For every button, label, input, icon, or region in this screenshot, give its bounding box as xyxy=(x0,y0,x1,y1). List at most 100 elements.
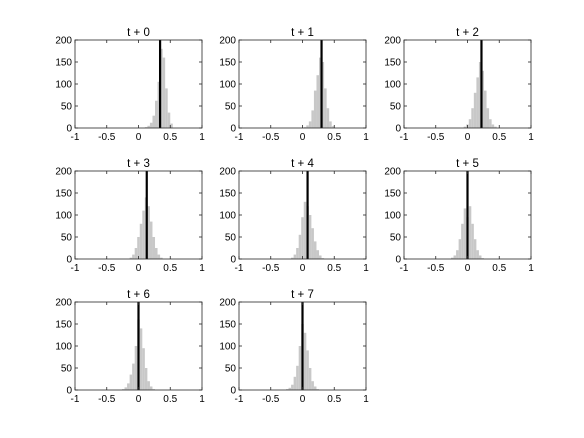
panel-title: t + 3 xyxy=(127,158,150,170)
histogram-bar xyxy=(324,88,327,128)
histogram-bar xyxy=(494,126,497,128)
y-tick-label: 200 xyxy=(219,36,236,47)
histogram-bar xyxy=(306,350,309,390)
axes-box xyxy=(238,39,367,129)
y-tick-label: 0 xyxy=(66,255,72,266)
histogram-bar xyxy=(152,237,156,259)
chart-panel: -1 -0.5 0 0.5 1 0 50 100 150 200 t + 5 xyxy=(384,158,534,274)
histogram-bar xyxy=(461,223,464,259)
histogram-bar xyxy=(293,254,297,259)
histogram-bar xyxy=(473,92,477,128)
histogram-bar xyxy=(293,376,297,390)
histogram-bar xyxy=(319,57,322,128)
x-tick-label: 1 xyxy=(363,394,369,405)
histogram-bar xyxy=(303,332,307,390)
histogram-bar xyxy=(458,239,462,259)
histogram-bar xyxy=(152,115,156,128)
histogram-bar xyxy=(316,75,320,128)
y-tick-label: 150 xyxy=(384,58,401,69)
histogram-bar xyxy=(316,389,320,390)
y-tick-label: 150 xyxy=(55,58,72,69)
panel-title: t + 4 xyxy=(291,158,314,170)
x-tick-label: 0 xyxy=(465,132,471,143)
histogram-bar xyxy=(132,254,135,259)
x-tick-label: 0.5 xyxy=(327,132,341,143)
y-tick-label: 150 xyxy=(219,320,236,331)
histogram-bar xyxy=(155,248,158,259)
y-tick-label: 0 xyxy=(230,255,236,266)
histogram-bar xyxy=(331,126,335,128)
histogram-bar xyxy=(170,123,173,128)
y-tick-label: 0 xyxy=(230,124,236,135)
chart-panel: -1 -0.5 0 0.5 1 0 50 100 150 200 t + 1 xyxy=(219,27,369,143)
x-tick-label: 0 xyxy=(136,132,142,143)
x-tick-label: 0.5 xyxy=(327,394,341,405)
x-tick-label: 0.5 xyxy=(163,263,177,274)
y-tick-label: 100 xyxy=(384,211,401,222)
chart-panel: -1 -0.5 0 0.5 1 0 50 100 150 200 t + 6 xyxy=(55,289,205,405)
panel-title: t + 7 xyxy=(291,289,314,301)
x-tick-label: 1 xyxy=(363,263,369,274)
y-tick-label: 150 xyxy=(384,189,401,200)
x-tick-label: -0.5 xyxy=(98,132,116,143)
histogram-bar xyxy=(152,389,156,390)
y-tick-label: 50 xyxy=(390,102,402,113)
x-tick-label: 0.5 xyxy=(492,263,506,274)
histogram-bar xyxy=(476,250,479,259)
y-tick-label: 150 xyxy=(55,189,72,200)
x-tick-label: 0.5 xyxy=(163,132,177,143)
y-tick-label: 200 xyxy=(219,167,236,178)
histogram-bar xyxy=(157,254,161,259)
histogram-bar xyxy=(311,228,314,259)
x-tick-label: 0.5 xyxy=(163,394,177,405)
histogram-bar xyxy=(308,368,312,390)
histogram-bar xyxy=(139,223,143,259)
histogram-bar xyxy=(147,381,150,390)
x-tick-label: 0.5 xyxy=(327,263,341,274)
x-tick-label: 1 xyxy=(528,132,534,143)
y-tick-label: 100 xyxy=(219,211,236,222)
x-tick-label: 1 xyxy=(528,263,534,274)
y-tick-label: 50 xyxy=(61,102,73,113)
histogram-bar xyxy=(463,126,467,128)
histogram-bar xyxy=(149,122,153,128)
x-tick-label: -0.5 xyxy=(427,132,445,143)
x-tick-label: -1 xyxy=(71,263,80,274)
histogram-bar xyxy=(308,121,312,128)
y-tick-label: 0 xyxy=(395,124,401,135)
histogram-bar xyxy=(291,257,294,259)
y-tick-label: 50 xyxy=(225,233,237,244)
chart-panel: -1 -0.5 0 0.5 1 0 50 100 150 200 t + 7 xyxy=(219,289,369,405)
x-tick-label: 1 xyxy=(199,132,205,143)
x-tick-label: 0.5 xyxy=(492,132,506,143)
x-tick-label: 0 xyxy=(136,263,142,274)
histogram-bar xyxy=(491,124,495,128)
x-tick-label: 1 xyxy=(199,394,205,405)
histogram-bar xyxy=(162,57,166,128)
histogram-bar xyxy=(481,258,485,259)
chart-panel: -1 -0.5 0 0.5 1 0 50 100 150 200 t + 4 xyxy=(219,158,369,274)
x-tick-label: -1 xyxy=(400,132,409,143)
y-tick-label: 50 xyxy=(225,102,237,113)
x-tick-label: -1 xyxy=(400,263,409,274)
x-tick-label: 0 xyxy=(300,263,306,274)
y-tick-label: 150 xyxy=(55,320,72,331)
histogram-bar xyxy=(129,374,133,390)
histogram-bar xyxy=(473,239,477,259)
panel-title: t + 2 xyxy=(456,27,479,39)
x-tick-label: 1 xyxy=(363,132,369,143)
x-tick-label: 0 xyxy=(465,263,471,274)
y-tick-label: 100 xyxy=(55,80,72,91)
histogram-bar xyxy=(311,381,314,390)
histogram-bar xyxy=(167,112,171,128)
histogram-bar xyxy=(313,90,317,128)
y-tick-label: 0 xyxy=(395,255,401,266)
histogram-bar xyxy=(288,387,292,390)
histogram-bar xyxy=(157,81,161,128)
x-tick-label: 0 xyxy=(136,394,142,405)
histogram-bar xyxy=(319,255,322,259)
histogram-bar xyxy=(147,206,150,259)
histogram-bar xyxy=(142,348,145,390)
histogram-bar xyxy=(306,125,309,128)
